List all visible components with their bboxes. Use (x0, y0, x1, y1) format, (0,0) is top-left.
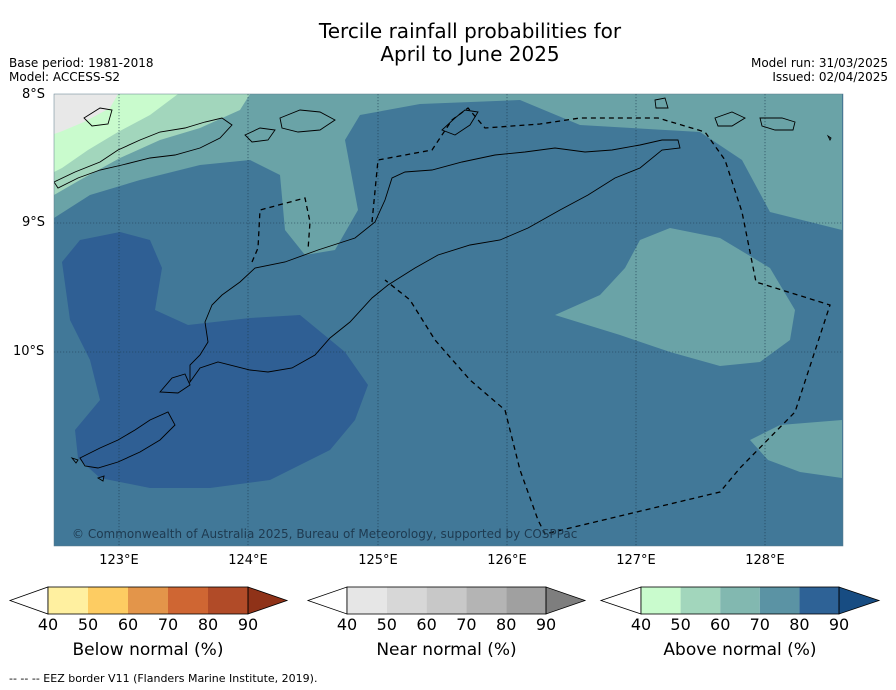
colorbar-title: Below normal (%) (72, 640, 224, 660)
lon-label-125e: 125°E (358, 553, 398, 568)
colorbar-tick-label: 60 (710, 615, 731, 634)
map-frame (53, 93, 844, 547)
colorbar-tick-label: 70 (157, 615, 179, 634)
colorbar-tick-label: 90 (535, 615, 557, 634)
model-name: Model: ACCESS-S2 (9, 70, 121, 84)
colorbar-tick-label: 40 (630, 615, 652, 634)
lat-label-10s: 10°S (13, 344, 45, 359)
colorbar-frame (640, 586, 840, 615)
eez-footnote: -- -- -- EEZ border V11 (Flanders Marine… (9, 672, 318, 685)
colorbar-max-arrow (545, 586, 587, 615)
colorbar-swatch (386, 587, 427, 614)
lon-label-123e: 123°E (99, 553, 139, 568)
model-run: Model run: 31/03/2025 (750, 56, 888, 70)
colorbar-tick-label: 40 (37, 615, 59, 634)
colorbars (8, 586, 881, 615)
colorbar-swatch (48, 587, 88, 614)
map-area: © Commonwealth of Australia 2025, Bureau… (54, 94, 843, 546)
colorbar-swatch (759, 587, 800, 614)
colorbar-tick-label: 50 (670, 615, 691, 634)
colorbar-tick-label: 80 (197, 615, 219, 634)
base-period: Base period: 1981-2018 (9, 56, 154, 70)
colorbar-max-arrow (247, 586, 289, 615)
region-above-70-east (555, 228, 795, 366)
colorbar-frame (346, 586, 547, 615)
colorbar-tick-label: 80 (496, 615, 517, 634)
meta-left: Base period: 1981-2018 Model: ACCESS-S2 (9, 56, 154, 84)
colorbar-tick-label: 90 (237, 615, 259, 634)
colorbar-swatch (128, 587, 168, 614)
colorbar-swatch (680, 587, 721, 614)
coastlines (54, 97, 832, 482)
title-line-2: April to June 2025 (380, 42, 560, 66)
colorbar-title: Above normal (%) (663, 640, 817, 660)
colorbar-title: Near normal (%) (376, 640, 517, 660)
issued-date: Issued: 02/04/2025 (772, 70, 888, 84)
lat-label-8s: 8°S (22, 87, 46, 102)
meta-right: Model run: 31/03/2025 Issued: 02/04/2025 (751, 56, 888, 84)
lon-label-124e: 124°E (228, 553, 268, 568)
colorbar-min-arrow (599, 586, 642, 615)
colorbar-swatch (466, 587, 507, 614)
colorbar-frame (47, 586, 249, 615)
region-above-90 (62, 232, 368, 488)
region-above-70-north (54, 94, 842, 255)
colorbar-swatch (208, 587, 248, 614)
colorbar-swatch (799, 587, 839, 614)
colorbar-swatch (720, 587, 760, 614)
colorbar-swatch (88, 587, 128, 614)
colorbar-tick-label: 40 (336, 615, 358, 634)
colorbar-max-arrow (838, 586, 881, 615)
colorbar-swatch (168, 587, 208, 614)
colorbar-min-arrow (8, 586, 49, 615)
colorbar-swatch (506, 587, 546, 614)
colorbar-tick-label: 60 (117, 615, 139, 634)
lon-label-128e: 128°E (745, 553, 785, 568)
colorbar-tick-label: 50 (376, 615, 397, 634)
copyright-notice: © Commonwealth of Australia 2025, Bureau… (72, 527, 577, 541)
colorbar-swatch (641, 587, 681, 614)
colorbar-tick-label: 80 (789, 615, 810, 634)
colorbar-swatch (426, 587, 467, 614)
colorbar-min-arrow (306, 586, 348, 615)
map-title: Tercile rainfall probabilities for April… (0, 20, 896, 66)
region-no-data (54, 94, 118, 134)
lat-label-9s: 9°S (22, 215, 46, 230)
colorbar-tick-label: 60 (416, 615, 437, 634)
colorbar-tick-label: 90 (828, 615, 850, 634)
lon-label-126e: 126°E (487, 553, 527, 568)
lon-label-127e: 127°E (616, 553, 656, 568)
colorbar-tick-label: 70 (749, 615, 770, 634)
title-line-1: Tercile rainfall probabilities for (318, 19, 622, 43)
colorbar-swatch (347, 587, 387, 614)
colorbar-tick-label: 50 (77, 615, 99, 634)
eez-border (251, 107, 831, 535)
colorbar-tick-label: 70 (456, 615, 477, 634)
